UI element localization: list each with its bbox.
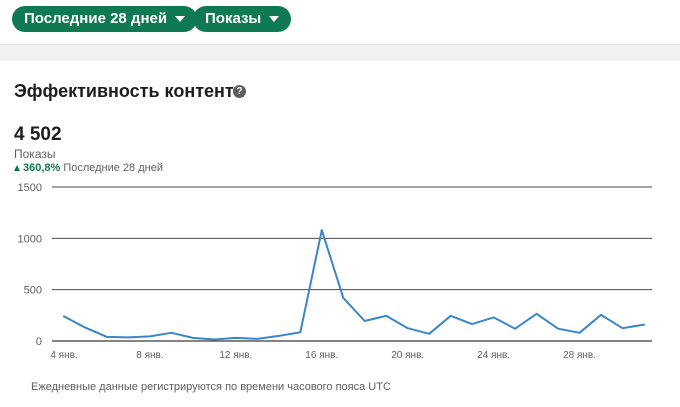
impressions-chart: 0 500 1000 1500 4 янв. 8 янв. 12 янв. 16 янв. 20… <box>18 182 652 361</box>
impressions-label: Показы <box>14 147 56 161</box>
section-divider <box>0 44 680 61</box>
y-tick-label: 500 <box>24 285 42 297</box>
x-tick-label: 4 янв. <box>50 350 77 361</box>
y-tick-label: 0 <box>36 336 42 348</box>
x-tick-label: 20 янв. <box>391 350 424 361</box>
caret-down-icon <box>269 16 280 22</box>
metric-filter-label: Показы <box>205 10 262 27</box>
x-tick-label: 24 янв. <box>477 350 510 361</box>
impressions-change: 360,8% Последние 28 дней <box>14 162 163 174</box>
utc-footnote: Ежедневные данные регистрируются по врем… <box>31 381 391 393</box>
help-icon[interactable]: ? <box>233 85 246 98</box>
card-title: Эффективность контента <box>14 81 244 101</box>
x-tick-label: 12 янв. <box>219 350 252 361</box>
y-tick-label: 1000 <box>18 233 42 245</box>
arrow-up-icon <box>14 165 20 171</box>
change-percent: 360,8% <box>23 162 61 174</box>
filter-bar: Последние 28 дней Показы <box>0 0 680 44</box>
date-range-label: Последние 28 дней <box>24 10 168 27</box>
impressions-value: 4 502 <box>14 124 62 145</box>
y-tick-label: 1500 <box>18 182 42 194</box>
change-period: Последние 28 дней <box>63 162 163 174</box>
x-tick-label: 28 янв. <box>563 350 596 361</box>
x-tick-label: 8 янв. <box>136 350 163 361</box>
impressions-line <box>63 229 645 341</box>
x-tick-label: 16 янв. <box>305 350 338 361</box>
caret-down-icon <box>175 16 186 22</box>
date-range-filter[interactable]: Последние 28 дней <box>12 6 198 32</box>
metric-filter[interactable]: Показы <box>193 6 292 32</box>
content-performance-card: Эффективность контента ? 4 502 Показы 36… <box>0 61 680 407</box>
